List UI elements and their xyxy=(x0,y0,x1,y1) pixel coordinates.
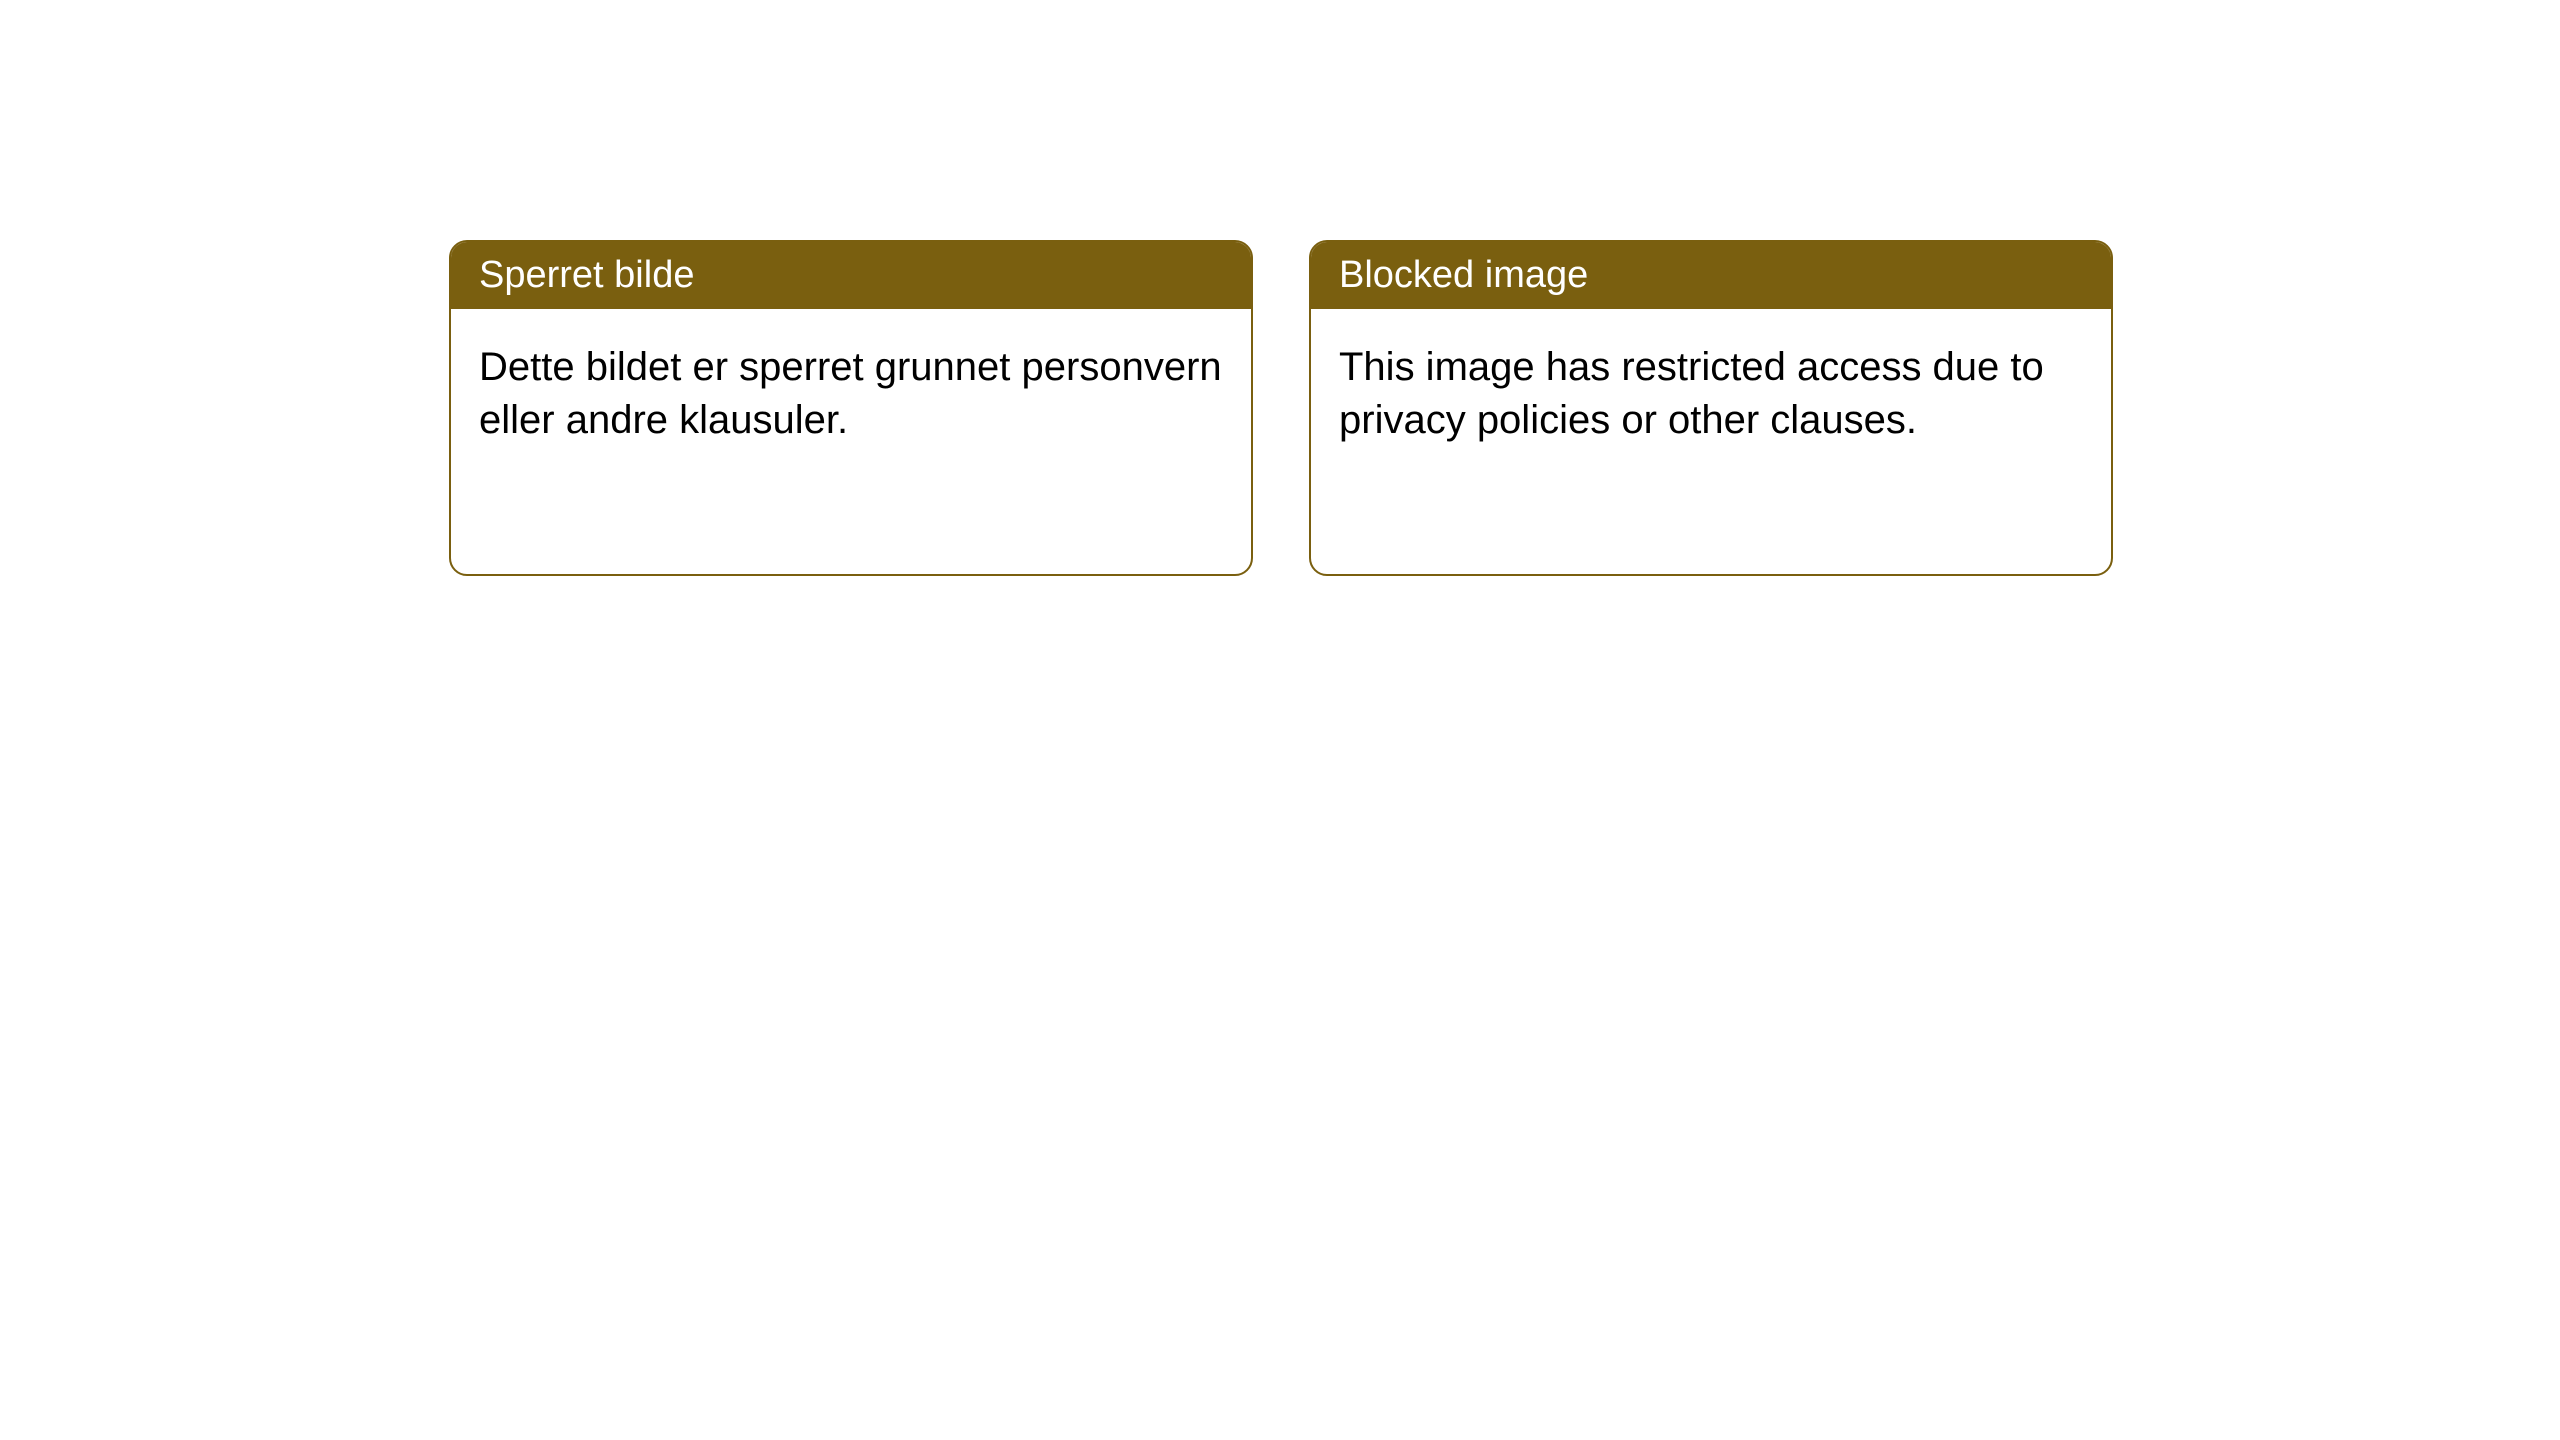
notice-header: Sperret bilde xyxy=(451,242,1251,309)
notice-message: This image has restricted access due to … xyxy=(1339,345,2044,442)
notice-header: Blocked image xyxy=(1311,242,2111,309)
notice-message: Dette bildet er sperret grunnet personve… xyxy=(479,345,1222,442)
notice-body: This image has restricted access due to … xyxy=(1311,309,2111,479)
notice-title: Sperret bilde xyxy=(479,254,694,296)
notice-card-english: Blocked image This image has restricted … xyxy=(1309,240,2113,576)
notice-card-norwegian: Sperret bilde Dette bildet er sperret gr… xyxy=(449,240,1253,576)
notice-container: Sperret bilde Dette bildet er sperret gr… xyxy=(449,240,2113,576)
notice-body: Dette bildet er sperret grunnet personve… xyxy=(451,309,1251,479)
notice-title: Blocked image xyxy=(1339,254,1588,296)
